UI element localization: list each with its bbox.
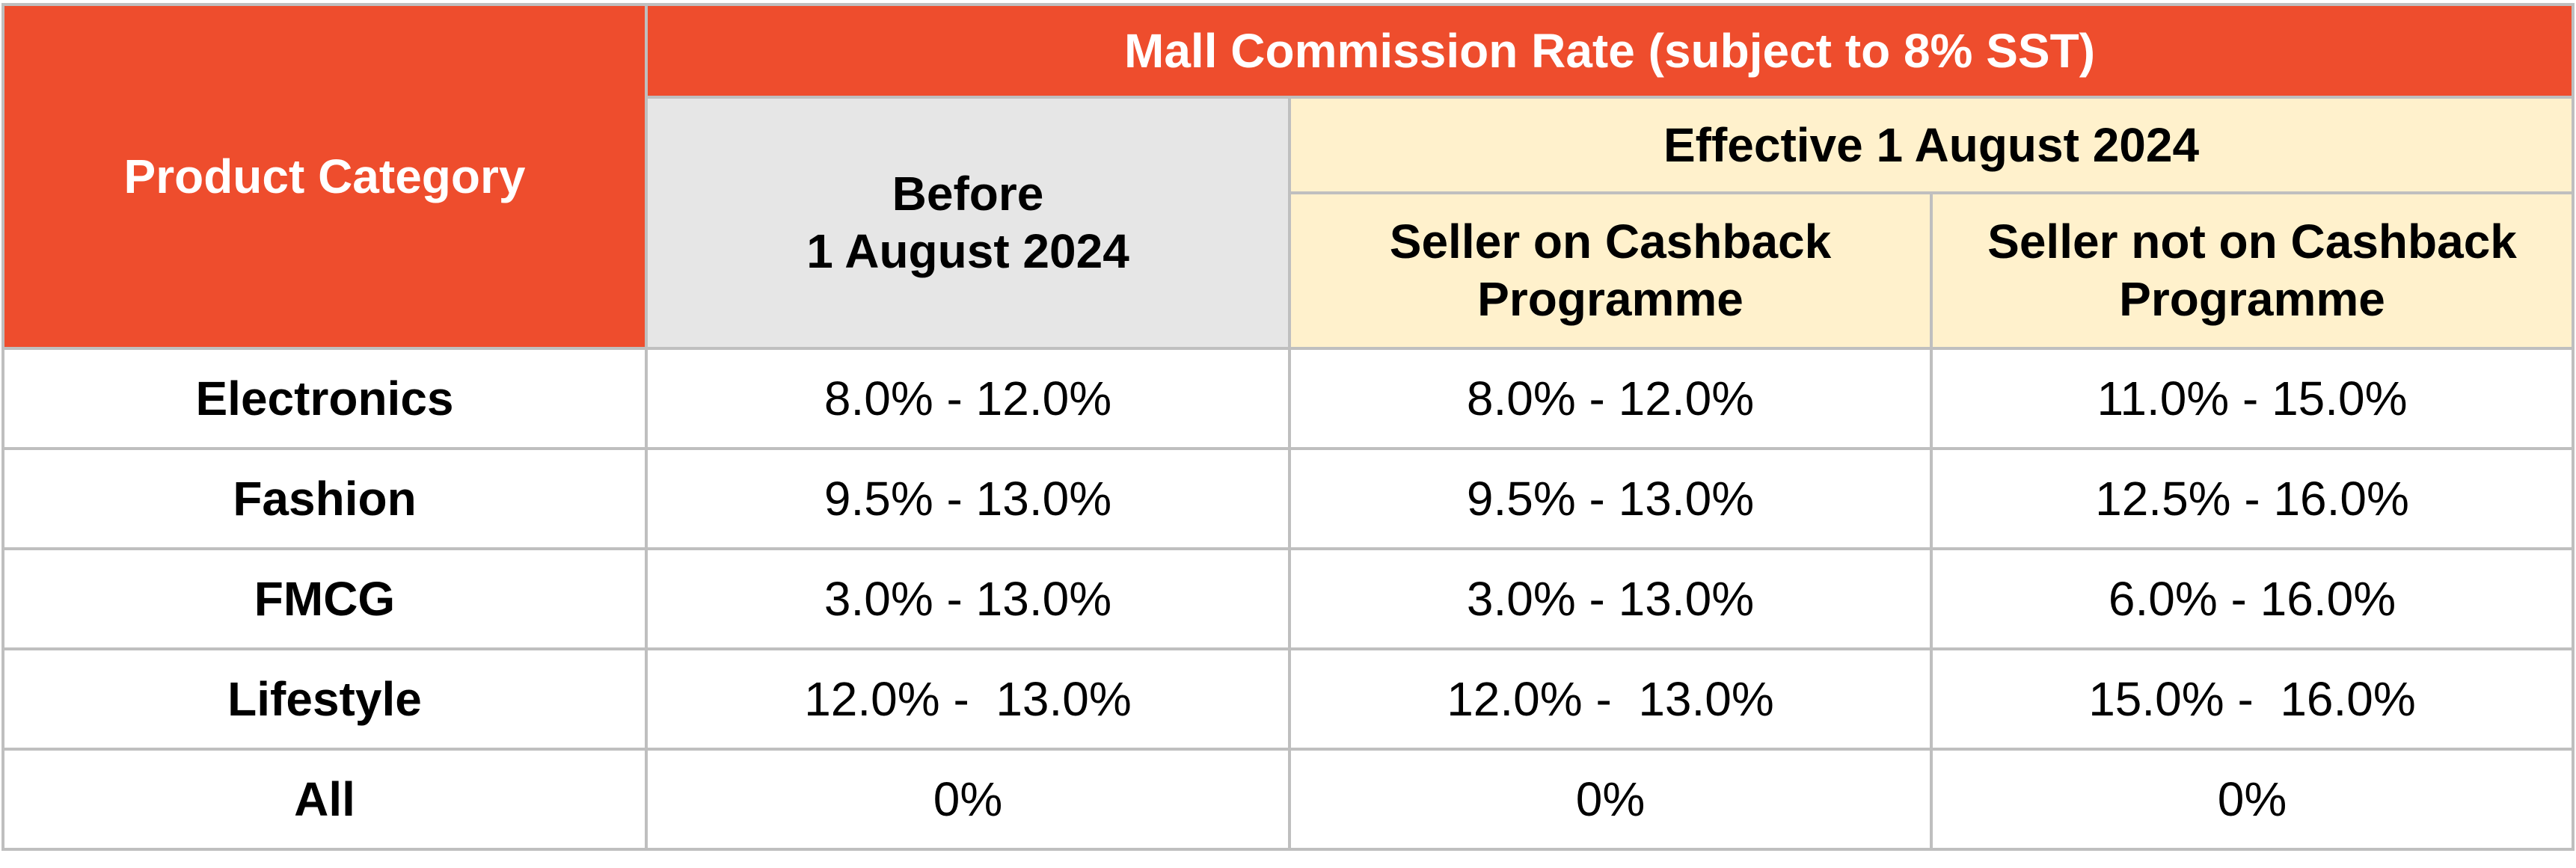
- before-rate-cell: 8.0% - 12.0%: [645, 347, 1291, 450]
- cashback-seller-header: Seller on Cashback Programme: [1288, 191, 1933, 350]
- before-date-header: Before 1 August 2024: [645, 96, 1291, 350]
- non-cashback-rate-cell: 11.0% - 15.0%: [1930, 347, 2575, 450]
- category-cell: FMCG: [1, 547, 648, 650]
- commission-rate-header: Mall Commission Rate (subject to 8% SST): [645, 3, 2575, 99]
- table-row: Electronics 8.0% - 12.0% 8.0% - 12.0% 11…: [1, 347, 2575, 450]
- non-cashback-rate-cell: 6.0% - 16.0%: [1930, 547, 2575, 650]
- product-category-header: Product Category: [1, 3, 648, 350]
- table-row: FMCG 3.0% - 13.0% 3.0% - 13.0% 6.0% - 16…: [1, 547, 2575, 650]
- cashback-rate-cell: 8.0% - 12.0%: [1288, 347, 1933, 450]
- table-row: Fashion 9.5% - 13.0% 9.5% - 13.0% 12.5% …: [1, 447, 2575, 550]
- header-row-2: Before 1 August 2024 Effective 1 August …: [3, 96, 2575, 350]
- table-row: All 0% 0% 0%: [1, 748, 2575, 851]
- cashback-rate-cell: 0%: [1288, 748, 1933, 851]
- before-rate-cell: 12.0% - 13.0%: [645, 647, 1291, 751]
- before-rate-cell: 0%: [645, 748, 1291, 851]
- non-cashback-seller-header: Seller not on Cashback Programme: [1930, 191, 2575, 350]
- non-cashback-rate-cell: 15.0% - 16.0%: [1930, 647, 2575, 751]
- non-cashback-rate-cell: 12.5% - 16.0%: [1930, 447, 2575, 550]
- category-cell: Electronics: [1, 347, 648, 450]
- commission-rate-table: Product Category Mall Commission Rate (s…: [1, 3, 2575, 851]
- cashback-rate-cell: 12.0% - 13.0%: [1288, 647, 1933, 751]
- header-row-1: Product Category Mall Commission Rate (s…: [1, 3, 2575, 350]
- category-cell: Lifestyle: [1, 647, 648, 751]
- before-rate-cell: 9.5% - 13.0%: [645, 447, 1291, 550]
- cashback-rate-cell: 3.0% - 13.0%: [1288, 547, 1933, 650]
- cashback-rate-cell: 9.5% - 13.0%: [1288, 447, 1933, 550]
- category-cell: All: [1, 748, 648, 851]
- category-cell: Fashion: [1, 447, 648, 550]
- header-row-3: Seller on Cashback Programme Seller not …: [3, 191, 2575, 350]
- before-rate-cell: 3.0% - 13.0%: [645, 547, 1291, 650]
- non-cashback-rate-cell: 0%: [1930, 748, 2575, 851]
- table-row: Lifestyle 12.0% - 13.0% 12.0% - 13.0% 15…: [1, 647, 2575, 751]
- effective-date-header: Effective 1 August 2024: [1288, 96, 2575, 194]
